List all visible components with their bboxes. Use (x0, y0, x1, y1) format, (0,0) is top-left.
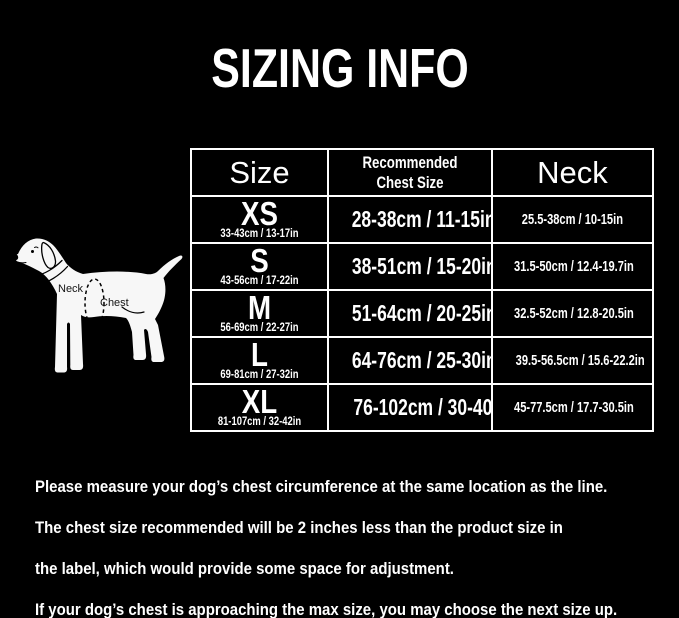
page-title: SIZING INFO (210, 37, 469, 99)
size-range: 43-56cm / 17-22in (220, 275, 299, 287)
neck-cell: 25.5-38cm / 10-15in (491, 195, 654, 244)
size-table: Size Recommended Chest Size Neck XS 33-4… (190, 148, 654, 432)
table-row-xs: XS 33-43cm / 13-17in 28-38cm / 11-15in 2… (190, 195, 654, 244)
size-label: XS (241, 196, 278, 232)
size-label: L (251, 337, 268, 373)
neck-label: Neck (58, 283, 84, 295)
neck-cell: 31.5-50cm / 12.4-19.7in (491, 242, 654, 291)
neck-cell: 32.5-52cm / 12.8-20.5in (491, 289, 654, 338)
chest-cell: 64-76cm / 25-30in (327, 336, 493, 385)
size-cell: L 69-81cm / 27-32in (190, 336, 329, 385)
size-range: 33-43cm / 13-17in (220, 228, 299, 240)
dog-eye (31, 250, 34, 253)
dog-mouth (15, 261, 27, 264)
table-header-row: Size Recommended Chest Size Neck (190, 148, 654, 197)
dog-body (15, 238, 183, 373)
dog-nose (13, 254, 19, 260)
size-range: 81-107cm / 32-42in (217, 416, 302, 428)
size-cell: M 56-69cm / 22-27in (190, 289, 329, 338)
dog-diagram: Neck Chest (0, 228, 190, 392)
header-size: Size (190, 148, 329, 197)
note-line: The chest size recommended will be 2 inc… (35, 518, 563, 537)
size-range: 69-81cm / 27-32in (220, 369, 299, 381)
size-label: S (250, 243, 269, 279)
chest-cell: 28-38cm / 11-15in (327, 195, 493, 244)
header-chest: Recommended Chest Size (327, 148, 493, 197)
table-row-s: S 43-56cm / 17-22in 38-51cm / 15-20in 31… (190, 242, 654, 291)
chest-measure-ellipse (84, 278, 105, 328)
size-label: XL (241, 384, 278, 420)
chest-cell: 76-102cm / 30-40in (327, 383, 493, 432)
note-line: If your dog’s chest is approaching the m… (35, 600, 618, 618)
note-line: the label, which would provide some spac… (35, 559, 454, 578)
table-row-l: L 69-81cm / 27-32in 64-76cm / 25-30in 39… (190, 336, 654, 385)
table-row-xl: XL 81-107cm / 32-42in 76-102cm / 30-40in… (190, 383, 654, 432)
size-cell: S 43-56cm / 17-22in (190, 242, 329, 291)
size-cell: XS 33-43cm / 13-17in (190, 195, 329, 244)
dog-brow (34, 246, 39, 249)
size-label: M (247, 290, 272, 326)
size-cell: XL 81-107cm / 32-42in (190, 383, 329, 432)
neck-measure-band (34, 259, 69, 286)
dog-illustration: Neck Chest (13, 238, 183, 373)
chest-label: Chest (100, 297, 129, 309)
chest-cell: 51-64cm / 20-25in (327, 289, 493, 338)
neck-cell: 45-77.5cm / 17.7-30.5in (491, 383, 654, 432)
header-neck: Neck (491, 148, 654, 197)
measurement-notes: Please measure your dog’s chest circumfe… (35, 466, 675, 618)
dog-haunch-line (121, 306, 145, 314)
chest-cell: 38-51cm / 15-20in (327, 242, 493, 291)
table-row-m: M 56-69cm / 22-27in 51-64cm / 20-25in 32… (190, 289, 654, 338)
dog-ear (41, 241, 57, 269)
neck-cell: 39.5-56.5cm / 15.6-22.2in (491, 336, 654, 385)
note-line: Please measure your dog’s chest circumfe… (35, 477, 608, 496)
size-range: 56-69cm / 22-27in (220, 322, 299, 334)
